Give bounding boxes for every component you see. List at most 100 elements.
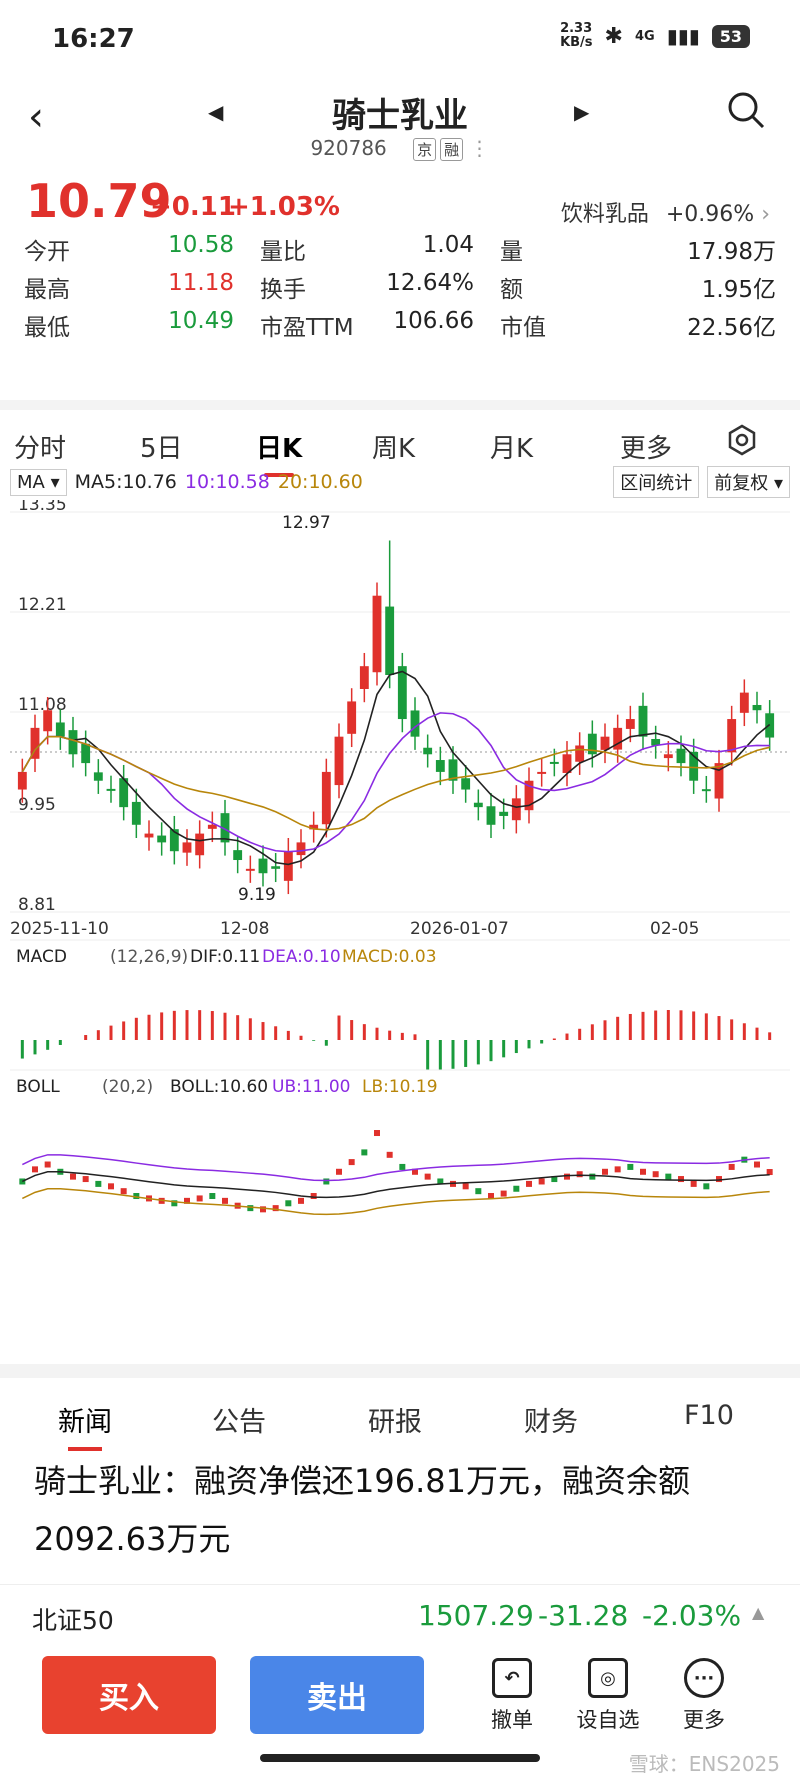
boll-candle	[209, 1193, 216, 1200]
candle-body	[195, 833, 205, 856]
boll-candle	[754, 1161, 760, 1168]
news-tab[interactable]: 新闻	[58, 1400, 112, 1451]
prev-stock-icon[interactable]: ◀	[208, 100, 224, 124]
boll-candle	[424, 1173, 431, 1180]
boll-candle	[399, 1163, 406, 1170]
sell-button[interactable]: 卖出	[250, 1656, 424, 1734]
chart-tab[interactable]: 周K	[372, 434, 416, 464]
candle-body	[410, 710, 420, 737]
news-tab[interactable]: 研报	[368, 1407, 422, 1438]
quote-label: 最高	[24, 277, 70, 303]
chart-tab[interactable]: 月K	[490, 434, 534, 464]
kline-chart[interactable]: 13.35 12.21 11.08 9.95 8.81 12.97 9.19 2025-11-…	[10, 500, 790, 1330]
sector-pct: +0.96%	[665, 202, 755, 227]
quote-value: 106.66	[393, 308, 474, 334]
chart-tab[interactable]: 更多	[620, 434, 673, 464]
candle-body	[537, 771, 547, 774]
boll-candle	[32, 1166, 38, 1173]
candle-body	[435, 760, 445, 772]
add-watchlist-button[interactable]: ◎ 设自选	[568, 1658, 648, 1734]
candle-body	[207, 824, 217, 829]
candle-body	[486, 806, 496, 825]
add-watchlist-label: 设自选	[576, 1708, 640, 1732]
candle-body	[106, 788, 116, 791]
candle-body	[499, 811, 509, 816]
quote-label: 换手	[260, 277, 306, 303]
news-headline[interactable]: 骑士乳业：融资净偿还196.81万元，融资余额2092.63万元	[34, 1462, 690, 1558]
news-tab[interactable]: 财务	[524, 1407, 578, 1438]
quote-row: 最低 10.49 市盈TTM 106.66 市值 22.56亿	[24, 308, 776, 350]
expand-icon[interactable]: ▲	[752, 1603, 765, 1622]
stock-code-row: 920786 京融 ⋮	[0, 136, 800, 161]
cancel-order-button[interactable]: ↶ 撤单	[472, 1658, 552, 1734]
x-axis-label: 2025-11-10	[10, 919, 109, 939]
y-axis-label: 8.81	[18, 895, 56, 915]
boll-candle	[703, 1183, 710, 1190]
candle-body	[423, 747, 433, 755]
more-label: 更多	[683, 1708, 725, 1732]
candle-body	[68, 730, 78, 755]
undo-icon: ↶	[492, 1658, 532, 1698]
bluetooth-icon: ✱	[604, 23, 623, 49]
y-axis-label: 12.21	[18, 595, 67, 615]
candle-body	[638, 705, 648, 737]
next-stock-icon[interactable]: ▶	[574, 100, 590, 124]
adjust-button[interactable]: 前复权 ▾	[707, 466, 790, 498]
boll-candle	[298, 1197, 304, 1204]
sector-link[interactable]: 饮料乳品 +0.96% ›	[561, 196, 770, 228]
range-stats-button[interactable]: 区间统计	[613, 466, 700, 498]
news-tabs: 新闻 公告 研报 财务 F10	[0, 1364, 800, 1451]
boll-candle	[260, 1206, 266, 1213]
chart-tab[interactable]: 分时	[14, 434, 67, 464]
candle-body	[359, 666, 369, 689]
ma20-value: 20:10.60	[277, 471, 363, 493]
boll-candle	[196, 1195, 203, 1202]
news-tab[interactable]: 公告	[212, 1407, 266, 1438]
candle-body	[587, 733, 597, 755]
watermark: 雪球：ENS2025	[628, 1752, 780, 1776]
candle-body	[245, 868, 255, 871]
boll-candle	[437, 1178, 444, 1185]
more-button[interactable]: ··· 更多	[664, 1658, 744, 1734]
settings-icon[interactable]	[726, 424, 758, 460]
candle-body	[30, 727, 40, 759]
candle-body	[258, 858, 268, 874]
candle-body	[334, 736, 344, 786]
status-bar: 16:27 2.33 KB/s ✱ 4G ▮▮▮ 53	[0, 0, 800, 80]
boll-candle	[272, 1205, 279, 1212]
news-tab[interactable]: F10	[684, 1400, 734, 1431]
quote-value: 12.64%	[386, 270, 474, 296]
status-icons: 2.33 KB/s ✱ 4G ▮▮▮ 53	[560, 22, 750, 50]
sector-name: 饮料乳品	[560, 202, 649, 227]
boll-candle	[589, 1173, 596, 1180]
quote-label: 额	[500, 277, 523, 303]
candle-body	[524, 780, 534, 811]
boll-candle	[70, 1173, 76, 1180]
macd-label: DIF:0.11	[190, 947, 260, 967]
candle-body	[271, 866, 281, 869]
ma-selector[interactable]: MA ▾	[10, 468, 67, 496]
candle-body	[714, 763, 724, 799]
candle-body	[182, 842, 192, 853]
cancel-order-label: 撤单	[491, 1708, 533, 1732]
quote-label: 今开	[24, 239, 70, 265]
quote-value: 1.95亿	[701, 277, 776, 303]
search-icon[interactable]	[726, 90, 766, 130]
chart-tab[interactable]: 日K	[256, 428, 302, 477]
boll-candle	[462, 1183, 469, 1190]
ma-bar: MA ▾ MA5:10.76 10:10.58 20:10.60 区间统计 前复…	[10, 466, 790, 498]
quote-value: 10.49	[168, 308, 234, 334]
back-icon[interactable]: ‹	[28, 94, 44, 140]
y-axis-label: 11.08	[18, 695, 67, 715]
stock-code: 920786	[310, 136, 387, 160]
candle-body	[233, 850, 243, 861]
more-dots-icon[interactable]: ⋮	[469, 136, 490, 160]
index-bar[interactable]: 北证50 1507.29 -31.28 -2.03% ▲	[0, 1584, 800, 1646]
buy-button[interactable]: 买入	[42, 1656, 216, 1734]
margin-tag: 融	[440, 138, 464, 161]
candle-body	[144, 833, 154, 838]
home-indicator[interactable]	[260, 1754, 540, 1762]
chart-tab[interactable]: 5日	[140, 434, 183, 464]
quote-label: 市盈TTM	[260, 315, 354, 341]
y-axis-label: 13.35	[18, 500, 67, 515]
